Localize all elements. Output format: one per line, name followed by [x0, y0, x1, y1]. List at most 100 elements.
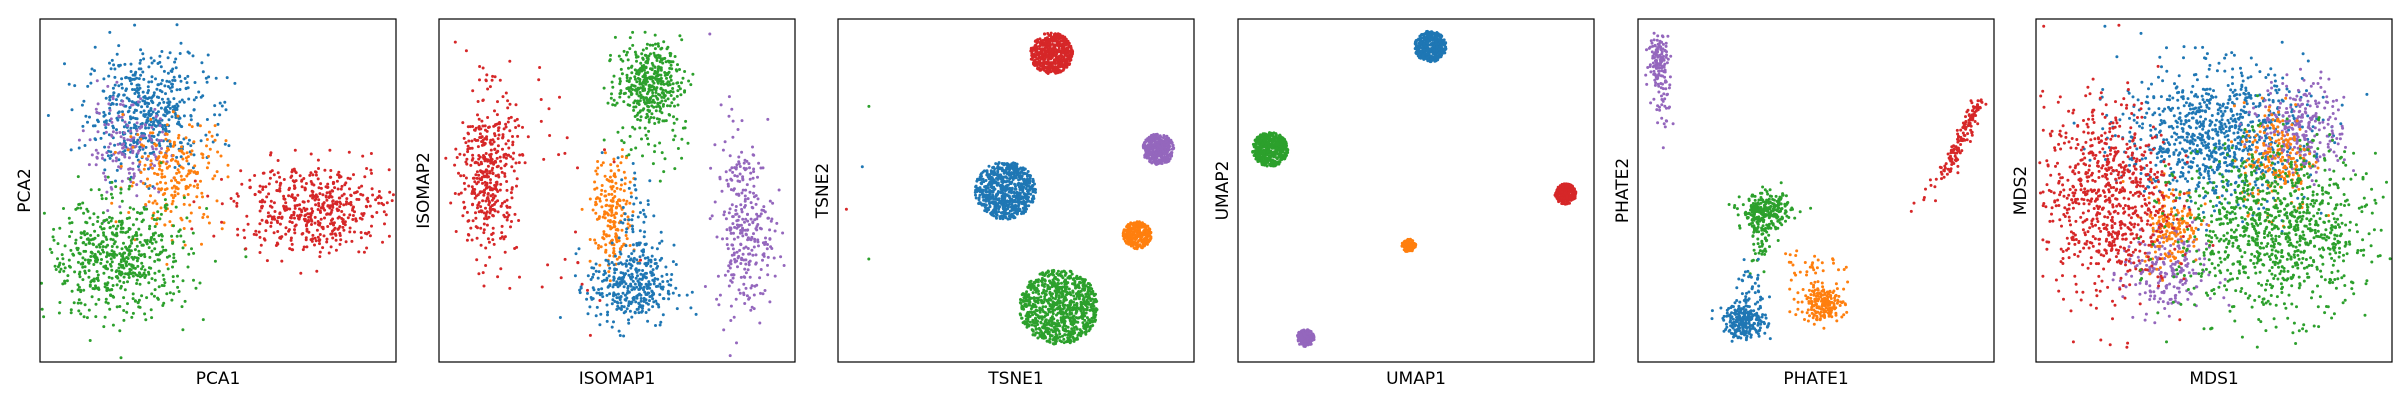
scatter-point-blue — [617, 262, 621, 266]
scatter-point-blue — [182, 100, 186, 104]
scatter-point-blue — [672, 243, 676, 247]
scatter-point-red — [336, 187, 340, 191]
scatter-point-green — [641, 154, 644, 158]
scatter-point-red — [521, 153, 525, 157]
scatter-point-red — [267, 192, 271, 196]
scatter-point-red — [311, 237, 315, 241]
scatter-point-blue — [613, 271, 617, 275]
scatter-point-green — [150, 292, 154, 296]
scatter-point-orange — [151, 166, 154, 170]
scatter-point-red — [505, 218, 509, 222]
scatter-point-green — [628, 134, 632, 138]
scatter-point-blue — [106, 154, 110, 158]
scatter-point-orange — [600, 205, 604, 209]
scatter-point-purple — [715, 297, 719, 301]
scatter-point-blue — [661, 297, 665, 300]
scatter-point-orange — [110, 201, 114, 205]
scatter-point-blue — [124, 75, 128, 79]
scatter-point-red — [248, 186, 252, 190]
scatter-point-green — [653, 47, 657, 51]
scatter-point-red — [537, 78, 541, 82]
scatter-point-orange — [211, 177, 215, 181]
scatter-point-red — [467, 132, 470, 136]
scatter-point-green — [121, 226, 125, 230]
scatter-point-red — [342, 192, 346, 196]
scatter-point-red — [292, 210, 296, 214]
scatter-point-blue — [573, 274, 577, 278]
scatter-point-green — [91, 242, 95, 246]
scatter-point-purple — [710, 214, 714, 218]
scatter-point-green — [142, 252, 146, 256]
scatter-point-green — [87, 269, 91, 273]
scatter-point-blue — [91, 124, 95, 128]
scatter-point-purple — [737, 155, 741, 159]
scatter-point-green — [672, 138, 676, 142]
scatter-point-purple — [752, 245, 756, 249]
scatter-point-red — [316, 208, 320, 211]
scatter-point-purple — [747, 223, 751, 227]
scatter-point-blue — [634, 267, 638, 271]
scatter-point-red — [1033, 54, 1037, 58]
scatter-point-blue — [621, 291, 625, 295]
scatter-point-orange — [608, 179, 612, 183]
scatter-point-purple — [1147, 156, 1151, 160]
scatter-point-red — [491, 138, 495, 142]
scatter-point-blue — [141, 99, 145, 103]
scatter-point-red — [368, 234, 372, 238]
scatter-point-orange — [612, 213, 616, 217]
scatter-point-red — [491, 193, 495, 196]
scatter-point-green — [76, 175, 80, 179]
scatter-point-purple — [135, 183, 139, 187]
scatter-point-purple — [732, 315, 736, 319]
scatter-point-purple — [143, 123, 147, 127]
scatter-point-orange — [149, 131, 152, 135]
scatter-point-green — [122, 241, 125, 245]
scatter-point-red — [269, 224, 273, 228]
scatter-point-purple — [1154, 137, 1158, 141]
scatter-point-red — [333, 232, 337, 236]
scatter-point-green — [87, 241, 91, 245]
scatter-point-blue — [213, 113, 217, 117]
scatter-point-green — [638, 82, 642, 86]
scatter-point-red — [480, 210, 484, 214]
scatter-point-green — [68, 221, 72, 225]
scatter-point-blue — [633, 282, 637, 286]
scatter-point-blue — [642, 220, 646, 224]
scatter-point-red — [307, 230, 311, 234]
scatter-point-blue — [144, 145, 148, 149]
scatter-point-purple — [1157, 138, 1161, 142]
scatter-point-red — [369, 152, 373, 155]
scatter-point-blue — [654, 299, 658, 303]
scatter-point-blue — [608, 292, 612, 296]
scatter-point-blue — [648, 282, 652, 286]
scatter-point-red — [565, 136, 569, 140]
scatter-point-red — [444, 156, 448, 160]
scatter-point-red — [458, 152, 462, 156]
scatter-point-orange — [224, 139, 228, 143]
scatter-point-red — [329, 232, 333, 236]
scatter-point-orange — [599, 245, 603, 249]
scatter-point-green — [54, 268, 58, 271]
scatter-point-blue — [158, 144, 162, 148]
scatter-point-blue — [653, 258, 657, 262]
scatter-point-blue — [178, 100, 182, 104]
scatter-point-green — [84, 220, 88, 224]
scatter-point-red — [1038, 41, 1042, 45]
scatter-point-blue — [162, 69, 166, 73]
scatter-point-green — [83, 303, 87, 307]
scatter-point-blue — [89, 72, 93, 76]
scatter-point-blue — [671, 291, 675, 295]
scatter-point-blue — [638, 292, 641, 296]
scatter-point-green — [122, 296, 126, 300]
scatter-point-purple — [730, 107, 734, 111]
scatter-point-green — [120, 272, 124, 276]
scatter-point-green — [617, 54, 621, 58]
scatter-point-blue — [215, 133, 219, 137]
scatter-point-red — [339, 175, 343, 179]
scatter-point-orange — [153, 171, 156, 175]
scatter-point-red — [504, 162, 508, 166]
scatter-point-blue — [630, 300, 634, 304]
scatter-point-red — [492, 208, 496, 212]
scatter-point-red — [511, 140, 515, 144]
scatter-point-red — [484, 246, 488, 250]
